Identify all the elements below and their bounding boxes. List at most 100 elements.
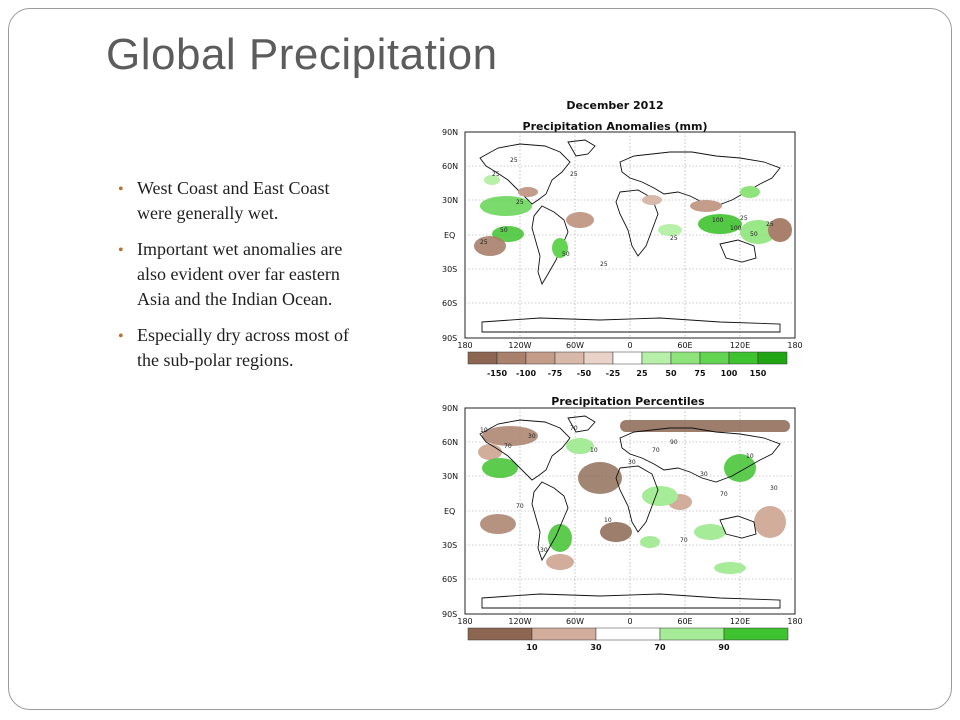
svg-text:10: 10 — [604, 517, 612, 524]
legend-labels: 10 30 70 90 — [526, 643, 730, 652]
map-plot-area: 25 25 50 25 100 25 25 50 25 100 50 25 25… — [464, 131, 796, 339]
bullet-item: • Especially dry across most of the sub-p… — [118, 323, 350, 373]
svg-text:25: 25 — [670, 235, 678, 242]
map-plot-area: 10 70 30 70 10 30 70 90 30 70 10 30 70 3… — [464, 407, 796, 615]
svg-text:30: 30 — [540, 547, 548, 554]
slide-title: Global Precipitation — [106, 30, 498, 79]
svg-text:30: 30 — [590, 643, 602, 652]
svg-text:60W: 60W — [566, 617, 584, 626]
map-title: Precipitation Percentiles — [551, 395, 705, 408]
map-lat-labels: 90N 60N 30N EQ 30S 60S 90S — [442, 404, 458, 619]
svg-text:60S: 60S — [442, 299, 457, 308]
svg-text:120E: 120E — [730, 617, 750, 626]
svg-text:120E: 120E — [730, 341, 750, 350]
svg-text:60S: 60S — [442, 575, 457, 584]
svg-text:100: 100 — [712, 217, 724, 224]
svg-text:70: 70 — [654, 643, 666, 652]
svg-text:100: 100 — [730, 225, 742, 232]
contour-labels: 25 25 50 25 100 25 25 50 25 100 50 25 25… — [480, 157, 774, 268]
svg-text:70: 70 — [652, 447, 660, 454]
svg-text:30S: 30S — [442, 541, 457, 550]
svg-text:30N: 30N — [442, 196, 458, 205]
svg-text:25: 25 — [516, 199, 524, 206]
svg-text:25: 25 — [636, 369, 648, 378]
svg-text:-75: -75 — [548, 369, 563, 378]
svg-text:30: 30 — [700, 471, 708, 478]
bullet-item: • Important wet anomalies are also eviden… — [118, 237, 350, 312]
map-legend: -150 -100 -75 -50 -25 25 50 75 100 150 — [467, 351, 788, 378]
svg-text:10: 10 — [526, 643, 538, 652]
svg-text:120W: 120W — [508, 617, 531, 626]
bullet-icon: • — [118, 242, 124, 259]
map-lat-labels: 90N 60N 30N EQ 30S 60S 90S — [442, 128, 458, 343]
svg-text:10: 10 — [590, 447, 598, 454]
map-subtitle: Precipitation Anomalies (mm) — [523, 120, 708, 133]
svg-text:70: 70 — [504, 443, 512, 450]
svg-text:25: 25 — [766, 221, 774, 228]
svg-text:75: 75 — [694, 369, 706, 378]
map-coastlines — [479, 415, 781, 609]
svg-text:50: 50 — [562, 251, 570, 258]
map-gridlines — [465, 408, 795, 614]
bullet-text: West Coast and East Coast were generally… — [137, 178, 330, 223]
map-title: December 2012 — [566, 99, 663, 112]
svg-text:100: 100 — [721, 369, 738, 378]
svg-text:25: 25 — [740, 215, 748, 222]
svg-text:60N: 60N — [442, 162, 458, 171]
svg-text:180: 180 — [787, 341, 802, 350]
legend-labels: -150 -100 -75 -50 -25 25 50 75 100 150 — [487, 369, 767, 378]
svg-text:EQ: EQ — [444, 507, 455, 516]
bullet-item: • West Coast and East Coast were generall… — [118, 176, 350, 226]
svg-text:-25: -25 — [606, 369, 621, 378]
svg-text:30: 30 — [628, 459, 636, 466]
svg-text:70: 70 — [680, 537, 688, 544]
svg-text:60N: 60N — [442, 438, 458, 447]
map-lon-labels: 180 120W 60W 0 60E 120E 180 — [457, 617, 802, 626]
svg-text:30S: 30S — [442, 265, 457, 274]
svg-text:10: 10 — [746, 453, 754, 460]
svg-text:-150: -150 — [487, 369, 507, 378]
svg-text:60E: 60E — [677, 617, 692, 626]
svg-text:25: 25 — [510, 157, 518, 164]
svg-text:70: 70 — [720, 491, 728, 498]
svg-text:25: 25 — [600, 261, 608, 268]
bullet-text: Especially dry across most of the sub-po… — [137, 325, 349, 370]
svg-text:25: 25 — [492, 171, 500, 178]
svg-text:-50: -50 — [577, 369, 592, 378]
map-lon-labels: 180 120W 60W 0 60E 120E 180 — [457, 341, 802, 350]
map-coastlines — [479, 139, 781, 333]
svg-text:60W: 60W — [566, 341, 584, 350]
svg-text:60E: 60E — [677, 341, 692, 350]
bullet-icon: • — [118, 328, 124, 345]
wet-anomaly-regions — [480, 175, 776, 258]
dry-anomaly-regions — [474, 187, 792, 256]
svg-text:30N: 30N — [442, 472, 458, 481]
svg-text:50: 50 — [665, 369, 677, 378]
svg-text:90N: 90N — [442, 404, 458, 413]
svg-text:0: 0 — [627, 617, 632, 626]
svg-text:150: 150 — [750, 369, 767, 378]
svg-text:70: 70 — [570, 425, 578, 432]
bullet-list: • West Coast and East Coast were generall… — [118, 176, 350, 384]
svg-text:70: 70 — [516, 503, 524, 510]
svg-text:-100: -100 — [516, 369, 536, 378]
svg-text:30: 30 — [528, 433, 536, 440]
svg-text:90S: 90S — [442, 610, 457, 619]
svg-text:0: 0 — [627, 341, 632, 350]
svg-text:180: 180 — [787, 617, 802, 626]
svg-text:180: 180 — [457, 617, 472, 626]
svg-text:120W: 120W — [508, 341, 531, 350]
wet-percentile-regions — [482, 438, 756, 574]
svg-text:10: 10 — [480, 427, 488, 434]
percentiles-map: Precipitation Percentiles — [442, 395, 803, 652]
svg-text:EQ: EQ — [444, 231, 455, 240]
percentiles-map-panel: Precipitation Percentiles — [420, 392, 810, 658]
map-legend: 10 30 70 90 — [467, 627, 789, 652]
svg-text:90: 90 — [718, 643, 730, 652]
anomalies-map: December 2012 Precipitation Anomalies (m… — [442, 99, 803, 378]
bullet-text: Important wet anomalies are also evident… — [137, 239, 343, 309]
svg-text:50: 50 — [500, 227, 508, 234]
svg-text:25: 25 — [480, 239, 488, 246]
bullet-icon: • — [118, 181, 124, 198]
svg-text:30: 30 — [770, 485, 778, 492]
